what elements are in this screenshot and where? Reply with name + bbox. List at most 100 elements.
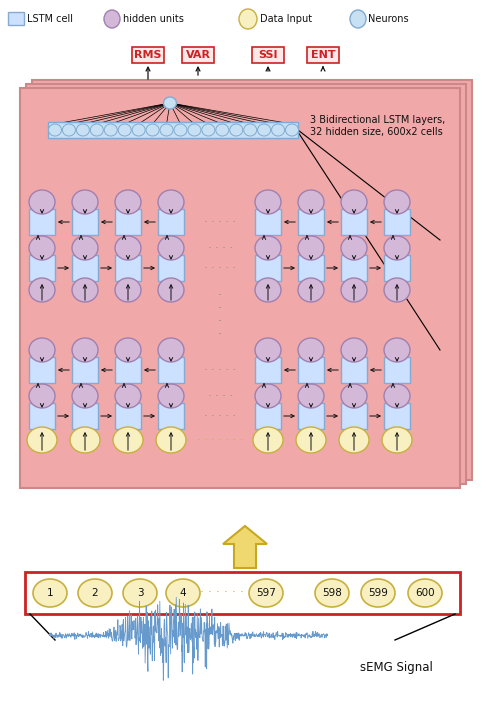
Ellipse shape <box>29 384 55 408</box>
Bar <box>72 255 98 281</box>
Ellipse shape <box>271 124 285 136</box>
Bar <box>20 88 460 488</box>
Bar <box>72 403 98 429</box>
Bar <box>32 80 472 480</box>
Ellipse shape <box>72 384 98 408</box>
Bar <box>255 209 281 235</box>
Bar <box>298 357 324 383</box>
Ellipse shape <box>29 236 55 260</box>
Text: ·
·
·
·: · · · · <box>218 289 222 341</box>
Text: · · · ·: · · · · <box>207 391 232 401</box>
Ellipse shape <box>113 427 143 453</box>
Ellipse shape <box>341 384 367 408</box>
Ellipse shape <box>384 338 410 362</box>
Bar <box>115 255 141 281</box>
Ellipse shape <box>296 427 326 453</box>
Ellipse shape <box>33 579 67 607</box>
Ellipse shape <box>29 190 55 214</box>
Text: 1: 1 <box>47 588 53 598</box>
Bar <box>298 209 324 235</box>
Ellipse shape <box>118 124 131 136</box>
Bar <box>48 122 298 138</box>
Ellipse shape <box>341 190 367 214</box>
Bar <box>298 255 324 281</box>
Text: · · · · · · ·: · · · · · · · <box>197 435 243 445</box>
Text: 3: 3 <box>137 588 143 598</box>
Ellipse shape <box>341 236 367 260</box>
Ellipse shape <box>72 236 98 260</box>
Bar <box>158 403 184 429</box>
Text: LSTM cell: LSTM cell <box>27 14 73 24</box>
Text: RMS: RMS <box>134 50 162 60</box>
Ellipse shape <box>298 338 324 362</box>
Ellipse shape <box>286 124 298 136</box>
Ellipse shape <box>408 579 442 607</box>
Bar <box>29 209 55 235</box>
Ellipse shape <box>123 579 157 607</box>
Ellipse shape <box>132 124 145 136</box>
Text: · · · · ·: · · · · · <box>204 263 236 273</box>
Ellipse shape <box>239 9 257 29</box>
Ellipse shape <box>49 124 62 136</box>
Bar <box>132 47 164 63</box>
Ellipse shape <box>255 278 281 302</box>
Ellipse shape <box>384 190 410 214</box>
Ellipse shape <box>255 236 281 260</box>
Ellipse shape <box>361 579 395 607</box>
Text: 598: 598 <box>322 588 342 598</box>
Ellipse shape <box>115 278 141 302</box>
Bar <box>8 12 24 25</box>
Text: · · · · ·: · · · · · <box>204 365 236 375</box>
Ellipse shape <box>258 124 270 136</box>
Text: 4: 4 <box>180 588 186 598</box>
Ellipse shape <box>62 124 75 136</box>
Text: · · · ·: · · · · <box>207 243 232 253</box>
Ellipse shape <box>341 338 367 362</box>
Text: Data Input: Data Input <box>260 14 312 24</box>
Ellipse shape <box>115 236 141 260</box>
Ellipse shape <box>70 427 100 453</box>
Ellipse shape <box>341 278 367 302</box>
Ellipse shape <box>160 124 173 136</box>
Ellipse shape <box>104 10 120 28</box>
Ellipse shape <box>29 338 55 362</box>
Ellipse shape <box>298 190 324 214</box>
Bar <box>341 403 367 429</box>
FancyArrow shape <box>223 526 267 568</box>
Bar <box>158 255 184 281</box>
Ellipse shape <box>255 190 281 214</box>
Ellipse shape <box>156 427 186 453</box>
Ellipse shape <box>202 124 215 136</box>
Ellipse shape <box>216 124 229 136</box>
Text: · · · · ·: · · · · · <box>204 411 236 421</box>
Text: Neurons: Neurons <box>368 14 409 24</box>
Bar <box>384 255 410 281</box>
Ellipse shape <box>382 427 412 453</box>
Ellipse shape <box>72 278 98 302</box>
Ellipse shape <box>384 236 410 260</box>
Bar <box>255 255 281 281</box>
Ellipse shape <box>253 427 283 453</box>
Bar <box>29 255 55 281</box>
Bar <box>72 209 98 235</box>
Text: ENT: ENT <box>311 50 335 60</box>
Ellipse shape <box>115 190 141 214</box>
Bar <box>115 209 141 235</box>
Ellipse shape <box>194 93 206 103</box>
Ellipse shape <box>90 124 103 136</box>
Ellipse shape <box>315 579 349 607</box>
Ellipse shape <box>244 124 257 136</box>
Text: 2: 2 <box>92 588 98 598</box>
Text: · · · · · ·: · · · · · · <box>200 586 244 600</box>
Ellipse shape <box>298 236 324 260</box>
Ellipse shape <box>249 579 283 607</box>
Ellipse shape <box>158 384 184 408</box>
Bar <box>72 357 98 383</box>
Ellipse shape <box>78 579 112 607</box>
Ellipse shape <box>174 124 187 136</box>
Text: sEMG Signal: sEMG Signal <box>360 661 433 675</box>
Bar <box>29 403 55 429</box>
Ellipse shape <box>146 124 159 136</box>
Bar <box>384 209 410 235</box>
Ellipse shape <box>72 338 98 362</box>
